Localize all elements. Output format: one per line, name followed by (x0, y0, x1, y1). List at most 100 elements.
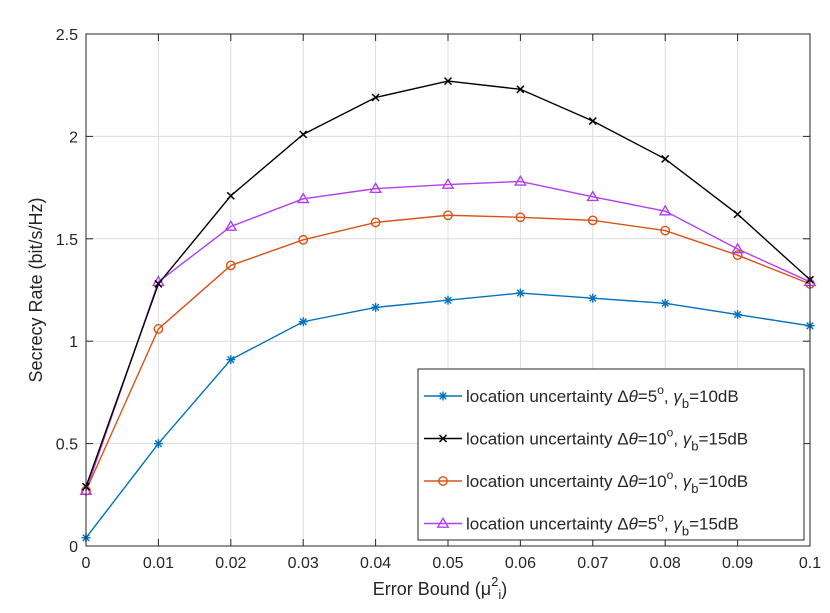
series-layer (79, 77, 817, 543)
legend-label-deg: o (667, 426, 674, 440)
y-tick-label: 0 (69, 539, 78, 556)
legend-label-theta: θ (629, 430, 639, 449)
x-tick-label: 0 (82, 555, 91, 572)
marker-stroke (154, 279, 163, 288)
legend-label-sub: b (691, 481, 698, 496)
data-point (371, 93, 380, 102)
legend-label: location uncertainty Δθ=10o, γb=15dB (466, 426, 748, 454)
legend-label-prefix: location uncertainty Δ (466, 515, 629, 534)
data-point (226, 355, 236, 365)
data-point (443, 77, 453, 86)
legend-label-gamma: γ (673, 515, 683, 534)
legend-label-theta: θ (629, 387, 639, 406)
x-tick-label: 0.03 (288, 555, 319, 572)
legend-label-eq: =5 (638, 515, 657, 534)
legend-label-sep: , (673, 472, 682, 491)
legend-label-prefix: location uncertainty Δ (466, 472, 629, 491)
marker-stroke (589, 294, 597, 302)
legend-label-eq: =10 (638, 472, 667, 491)
triangle-marker (436, 516, 450, 528)
marker-shape (441, 177, 455, 189)
data-point (154, 279, 163, 288)
data-point (226, 191, 235, 200)
data-point (733, 310, 743, 320)
data-point (515, 212, 526, 223)
series-line (85, 214, 811, 491)
x-tick-label: 0.1 (799, 555, 821, 572)
y-tick-label: 0.5 (56, 437, 78, 454)
marker-shape (660, 225, 671, 236)
marker-shape (443, 210, 453, 221)
legend-entry: location uncertainty Δθ=10o, γb=10dB (424, 468, 748, 496)
marker-stroke (516, 289, 525, 297)
data-point (516, 85, 525, 94)
marker-stroke (299, 318, 307, 326)
legend-label-gamma: γ (683, 430, 693, 449)
legend-label: location uncertainty Δθ=5o, γb=10dB (466, 383, 739, 411)
marker-stroke (226, 191, 235, 200)
y-tick-label: 1.5 (56, 232, 78, 249)
x-tick-label: 0.07 (577, 555, 608, 572)
marker-shape (731, 242, 745, 254)
x-axis-label-sup: 2 (491, 574, 498, 589)
x-tick-label: 0.08 (650, 555, 681, 572)
marker-stroke (154, 439, 163, 448)
data-point (515, 288, 525, 298)
marker-shape (153, 324, 164, 334)
legend-entry: location uncertainty Δθ=5o, γb=15dB (424, 511, 739, 539)
data-point (660, 225, 671, 236)
data-point (731, 242, 745, 254)
y-tick-label: 2.5 (56, 27, 78, 44)
marker-shape (225, 260, 236, 271)
marker-stroke (443, 77, 453, 86)
data-point (153, 324, 164, 334)
x-tick-label: 0.06 (505, 555, 536, 572)
marker-shape (732, 250, 743, 261)
data-point (299, 130, 308, 139)
legend-label-prefix: location uncertainty Δ (466, 387, 629, 406)
data-point (732, 250, 743, 261)
series-line (85, 180, 811, 491)
legend-label-deg: o (657, 511, 664, 525)
marker-stroke (444, 296, 452, 304)
legend: location uncertainty Δθ=5o, γb=10dBlocat… (417, 368, 805, 541)
legend-label-sep: , (673, 430, 682, 449)
marker-stroke (438, 434, 448, 443)
x-axis-label: Error Bound (μ2i) (373, 574, 508, 602)
x-tick-label: 0.05 (432, 555, 463, 572)
legend-label-theta: θ (629, 472, 639, 491)
x-axis-label-main: Error Bound (μ (373, 579, 491, 599)
asterisk-marker (438, 391, 448, 401)
y-tick-label: 1 (69, 334, 78, 351)
marker-stroke (733, 210, 742, 219)
data-point (371, 302, 381, 312)
marker-shape (586, 190, 600, 202)
legend-label-deg: o (667, 468, 674, 482)
legend-entry: location uncertainty Δθ=10o, γb=15dB (424, 426, 748, 454)
marker-shape (436, 516, 450, 528)
legend-label-sub: b (682, 396, 689, 411)
marker-stroke (661, 154, 670, 163)
data-point (660, 298, 670, 308)
marker-shape (513, 174, 527, 186)
data-point (225, 260, 236, 271)
data-point (658, 204, 672, 216)
data-point (298, 234, 309, 245)
legend-label-gamma: γ (673, 387, 683, 406)
legend-box (417, 368, 805, 541)
marker-shape (515, 212, 526, 223)
legend-label-gamma: γ (683, 472, 693, 491)
legend-label-eq: =5 (638, 387, 657, 406)
data-point (224, 219, 238, 231)
legend-label-eq: =10 (638, 430, 667, 449)
legend-label-theta: θ (629, 515, 639, 534)
marker-shape (296, 192, 310, 204)
data-point (733, 210, 742, 219)
data-point (153, 439, 163, 449)
legend-label-sub: b (682, 524, 689, 539)
data-point (588, 293, 598, 303)
marker-shape (658, 204, 672, 216)
marker-stroke (661, 299, 669, 308)
legend-label-val: =15dB (689, 515, 739, 534)
